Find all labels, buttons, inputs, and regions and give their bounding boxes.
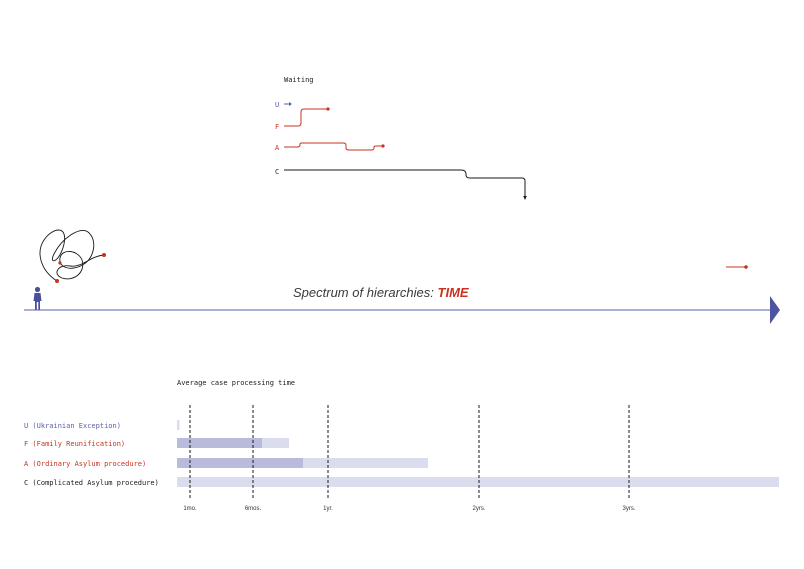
- waiting-letter-u: U: [275, 101, 279, 109]
- processing-label-0: U (Ukrainian Exception): [24, 422, 121, 430]
- person-figure: [33, 286, 42, 310]
- waiting-path-a: [284, 142, 383, 151]
- processing-label-3: C (Complicated Asylum procedure): [24, 479, 159, 487]
- tangled-path-mid-dot: [58, 261, 62, 265]
- spectrum-title-accent: TIME: [438, 285, 469, 300]
- waiting-title: Waiting: [284, 76, 314, 84]
- processing-label-2: A (Ordinary Asylum procedure): [24, 460, 146, 468]
- spectrum-axis-arrowhead: [770, 296, 780, 324]
- spectrum-title: Spectrum of hierarchies: TIME: [293, 285, 469, 300]
- processing-bar-0: [177, 420, 180, 430]
- processing-tick-label-1: 6mos.: [245, 506, 262, 512]
- processing-bar-typical-2: [177, 458, 303, 468]
- processing-label-1: F (Family Reunification): [24, 440, 125, 448]
- waiting-path-a-end: [381, 144, 385, 148]
- waiting-path-f-end: [326, 107, 330, 111]
- processing-tick-label-4: 3yrs.: [622, 506, 635, 512]
- tangled-path-start-dot: [55, 279, 59, 283]
- waiting-letter-a: A: [275, 144, 280, 152]
- waiting-letter-f: F: [275, 123, 279, 131]
- tangled-path-end-dot: [102, 253, 106, 257]
- waiting-path-u: [284, 102, 292, 106]
- waiting-path-c-arrowhead: [523, 196, 527, 200]
- tangled-path: [39, 229, 105, 282]
- processing-tick-label-2: 1yr.: [323, 506, 333, 512]
- spectrum-title-main: Spectrum of hierarchies:: [293, 285, 438, 300]
- processing-bars: [177, 420, 779, 487]
- processing-bar-typical-1: [177, 438, 262, 448]
- processing-tick-label-3: 2yrs.: [472, 506, 485, 512]
- processing-tick-label-0: 1mo.: [183, 506, 197, 512]
- processing-labels: U (Ukrainian Exception) F (Family Reunifi…: [24, 422, 159, 487]
- waiting-path-c: [284, 169, 526, 197]
- processing-title: Average case processing time: [177, 379, 295, 387]
- processing-bar-3: [177, 477, 779, 487]
- right-red-dot: [744, 265, 748, 269]
- processing-ticks: 1mo. 6mos. 1yr. 2yrs. 3yrs.: [183, 405, 636, 512]
- waiting-path-f: [284, 108, 328, 127]
- waiting-letter-c: C: [275, 168, 279, 176]
